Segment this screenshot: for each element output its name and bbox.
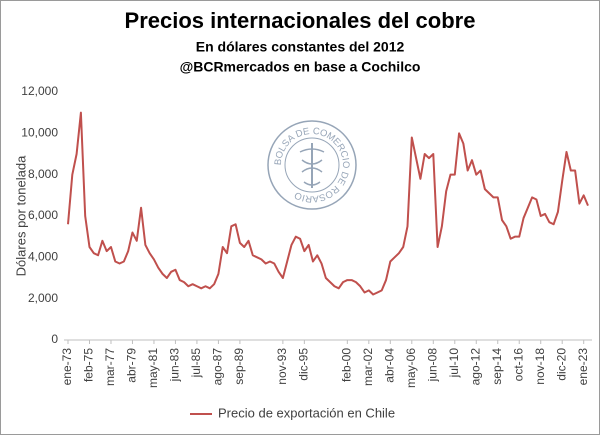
x-tick-label: sep-14 (490, 348, 504, 385)
line-series (67, 111, 589, 296)
x-tick-label: nov-93 (275, 348, 289, 385)
watermark-ring (284, 137, 340, 193)
x-tick-label: jul-85 (189, 348, 203, 379)
x-tick-label: mar-77 (103, 348, 117, 386)
chart-source: @BCRmercados en base a Cochilco (180, 59, 421, 75)
y-tick-label: 4,000 (28, 250, 58, 264)
chart-subtitle: En dólares constantes del 2012 (196, 39, 405, 55)
x-tick-label: may-81 (146, 348, 160, 388)
chart-title: Precios internacionales del cobre (125, 8, 476, 33)
x-tick-label: abr-04 (382, 348, 396, 383)
x-tick-label: dic-95 (297, 348, 311, 381)
x-tick-label: jul-10 (447, 348, 461, 379)
y-tick-label: 12,000 (21, 84, 58, 98)
y-tick-label: 10,000 (21, 126, 58, 140)
x-tick-label: abr-79 (125, 348, 139, 383)
x-tick-label: jun-08 (425, 348, 439, 383)
x-tick-label: nov-18 (533, 348, 547, 385)
watermark-ring (267, 120, 357, 210)
x-tick-label: jun-83 (168, 348, 182, 383)
y-axis-title: Dólares por tonelada (13, 155, 28, 276)
x-tick-label: ene-23 (576, 348, 590, 386)
x-tick-label: ago-87 (211, 348, 225, 386)
watermark-snakes (299, 148, 325, 186)
legend-label: Precio de exportación en Chile (218, 405, 395, 420)
x-tick-label: feb-00 (340, 348, 354, 382)
watermark: BOLSA DE COMERCIO DE ROSARIO (267, 120, 357, 210)
x-tick-label: oct-16 (511, 348, 525, 382)
x-tick-label: sep-89 (232, 348, 246, 385)
y-tick-label: 0 (51, 332, 58, 346)
y-tick-label: 6,000 (28, 208, 58, 222)
x-tick-label: mar-02 (361, 348, 375, 386)
x-tick-label: may-06 (404, 348, 418, 388)
y-tick-label: 8,000 (28, 167, 58, 181)
x-tick-label: ago-12 (468, 348, 482, 386)
y-tick-label: 2,000 (28, 291, 58, 305)
x-tick-label: dic-20 (554, 348, 568, 381)
x-tick-label: ene-73 (60, 348, 74, 386)
x-tick-label: feb-75 (82, 348, 96, 382)
